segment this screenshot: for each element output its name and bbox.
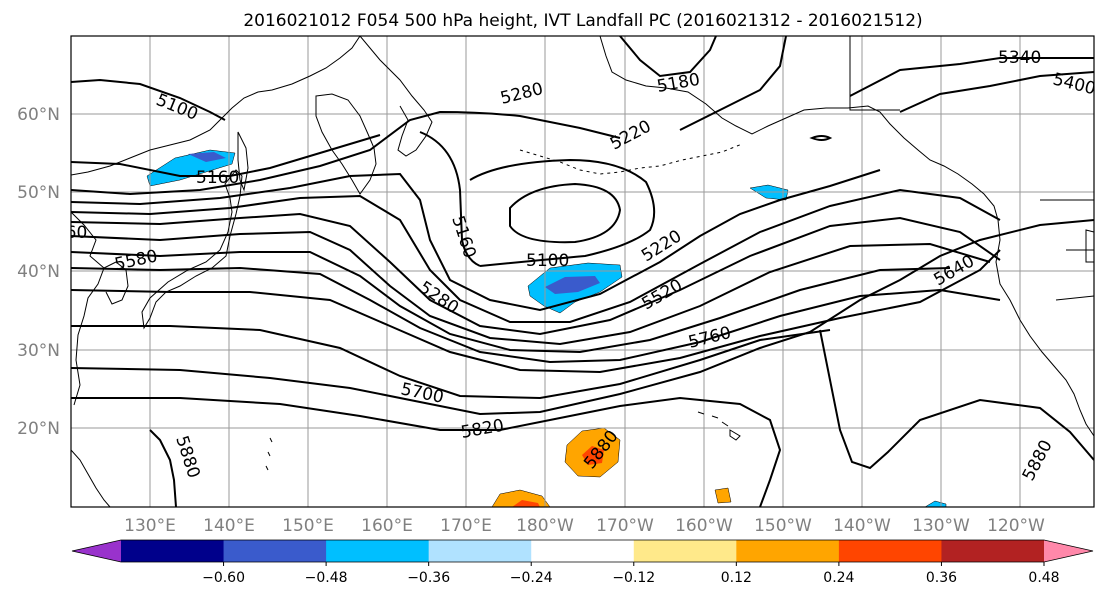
lat-label: 50°N — [17, 183, 60, 203]
positive-anomaly-area — [714, 487, 732, 504]
lon-label: 130°E — [124, 516, 176, 536]
lat-label: 60°N — [17, 105, 60, 125]
latitude-labels: 60°N 50°N 40°N 30°N 20°N — [17, 105, 60, 439]
coastline-hawaii — [697, 411, 741, 441]
colorbar-extend-max — [1044, 540, 1093, 562]
contour-ne-2 — [899, 71, 1094, 113]
colorbar-tick-label: 0.36 — [926, 570, 957, 586]
ivt-shading — [146, 149, 947, 507]
lat-label: 30°N — [17, 341, 60, 361]
colorbar-extend-min — [72, 540, 121, 562]
contour-label: 5340 — [998, 48, 1041, 68]
lon-label: 140°E — [203, 516, 255, 536]
colorbar-tick-label: −0.60 — [202, 570, 245, 586]
map-border — [70, 35, 1095, 508]
contour-5820 — [71, 396, 782, 507]
lon-label: 170°E — [440, 516, 492, 536]
coastline-korea — [103, 261, 129, 305]
positive-anomaly-core — [582, 446, 604, 465]
contour-label: 5160 — [196, 168, 239, 188]
contour-5220 — [71, 36, 787, 196]
contour-5340 — [71, 188, 1001, 323]
colorbar-segment — [633, 540, 737, 562]
contour-5880-west — [149, 429, 177, 507]
coastline-alaska — [599, 36, 999, 221]
contour-small-closed — [809, 135, 833, 141]
lon-label: 170°W — [596, 516, 654, 536]
contour-5520 — [71, 251, 951, 354]
lon-label: 160°W — [675, 516, 733, 536]
colorbar-tick-label: −0.12 — [612, 570, 655, 586]
coastline-kamchatka — [315, 93, 377, 195]
coastline-north-america — [995, 219, 1094, 437]
coastline-mariana — [265, 437, 273, 471]
state-borders — [1040, 199, 1094, 301]
colorbar-tick-label: 0.48 — [1028, 570, 1059, 586]
contour-5580 — [71, 266, 1001, 364]
coastline-asia — [71, 36, 361, 176]
lon-label: 150°E — [282, 516, 334, 536]
lon-label: 140°W — [833, 516, 891, 536]
positive-anomaly-core — [512, 500, 540, 507]
contour-5100-low — [509, 182, 622, 244]
colorbar-tick-label: 0.24 — [823, 570, 854, 586]
lat-label: 40°N — [17, 262, 60, 282]
map-title: 2016021012 F054 500 hPa height, IVT Land… — [243, 11, 922, 31]
contour-label: 5100 — [526, 251, 569, 271]
colorbar-outline — [71, 539, 1094, 563]
colorbar-tick-label: −0.24 — [510, 570, 553, 586]
lat-label: 20°N — [17, 419, 60, 439]
lon-label: 130°W — [912, 516, 970, 536]
contour-5640 — [71, 249, 1001, 374]
colorbar-segment — [326, 540, 430, 562]
coastline-japan — [141, 169, 243, 330]
colorbar: −0.60 −0.48 −0.36 −0.24 −0.12 0.12 0.24 0.36 0.4… — [71, 539, 1094, 586]
lon-label: 180°W — [516, 516, 574, 536]
colorbar-tick-label: −0.36 — [407, 570, 450, 586]
lon-label: 120°W — [987, 516, 1045, 536]
longitude-labels: 130°E 140°E 150°E 160°E 170°E 180°W 170°… — [124, 516, 1045, 536]
contour-label: 5460 — [44, 223, 87, 243]
contour-5160 — [71, 131, 481, 267]
height-contours — [71, 36, 1094, 507]
coastline-sakhalin — [237, 131, 249, 192]
contour-5400 — [71, 212, 1001, 336]
colorbar-segment — [121, 540, 225, 562]
negative-anomaly-core — [545, 276, 600, 294]
colorbar-segment — [838, 540, 942, 562]
graticule — [71, 36, 1094, 507]
contour-ne — [849, 57, 1094, 97]
contour-5160-low — [469, 158, 656, 267]
lon-label: 150°W — [754, 516, 812, 536]
colorbar-segment — [736, 540, 840, 562]
colorbar-segment — [531, 540, 635, 562]
colorbar-segment — [428, 540, 532, 562]
colorbar-segment — [223, 540, 327, 562]
contour-5280 — [71, 169, 881, 312]
contour-5460 — [71, 230, 991, 346]
coastline-aleutians — [519, 143, 743, 175]
colorbar-tick-label: −0.48 — [305, 570, 348, 586]
coastline-philippines — [71, 449, 111, 507]
contour-5100-west — [71, 78, 226, 121]
contour-5760 — [71, 219, 1094, 416]
lon-label: 160°E — [361, 516, 413, 536]
country-border — [849, 36, 900, 111]
colorbar-tick-label: 0.12 — [721, 570, 752, 586]
contour-5180 — [619, 36, 717, 78]
coastline-chukotka — [359, 36, 433, 157]
coastlines — [71, 36, 1094, 507]
contour-5700 — [71, 325, 831, 400]
colorbar-segment — [941, 540, 1045, 562]
contour-5880-east — [819, 329, 1094, 470]
negative-anomaly-core — [188, 152, 226, 162]
